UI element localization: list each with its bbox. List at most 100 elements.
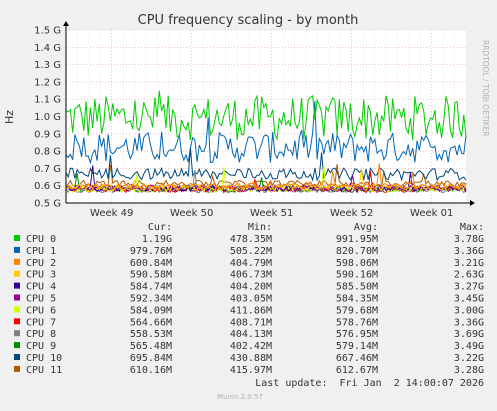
y-tick-label: 1.4 G	[34, 43, 61, 54]
legend-value: 403.05M	[230, 294, 272, 305]
legend-value: 1.19G	[142, 234, 172, 245]
legend-swatch	[14, 342, 20, 349]
legend-value: 3.21G	[454, 258, 484, 269]
legend-swatch	[14, 282, 20, 289]
legend-series-name: CPU 11	[26, 365, 62, 376]
legend-value: 411.86M	[230, 305, 272, 316]
legend-value: 592.34M	[130, 294, 172, 305]
x-tick-label: Week 50	[170, 208, 213, 219]
y-tick-label: 0.6 G	[34, 181, 61, 192]
legend-value: 3.00G	[454, 305, 484, 316]
legend-value: 576.95M	[336, 329, 378, 340]
legend-swatch	[14, 365, 20, 372]
legend-value: 3.28G	[454, 365, 484, 376]
y-tick-label: 1.0 G	[34, 112, 61, 123]
legend-swatch	[14, 306, 20, 313]
legend-value: 600.84M	[130, 258, 172, 269]
legend-value: 579.14M	[336, 341, 378, 352]
legend-value: 415.97M	[230, 365, 272, 376]
legend-series-name: CPU 10	[26, 353, 62, 364]
legend-value: 820.70M	[336, 246, 378, 257]
last-update: Last update: Fri Jan 2 14:00:07 2026	[255, 378, 484, 389]
legend-swatch	[14, 270, 20, 277]
legend-series-name: CPU 5	[26, 294, 56, 305]
legend-series-name: CPU 9	[26, 341, 56, 352]
legend-value: 584.35M	[336, 294, 378, 305]
y-tick-label: 1.5 G	[34, 26, 61, 37]
legend-value: 979.76M	[130, 246, 172, 257]
legend-value: 612.67M	[336, 365, 378, 376]
x-axis-arrow	[470, 200, 475, 206]
legend-value: 558.53M	[130, 329, 172, 340]
x-tick-label: Week 49	[90, 208, 133, 219]
plot-area: 0.5 G 0.6 G 0.7 G 0.8 G 0.9 G 1.0 G 1.1 G 1.2 G…	[34, 21, 475, 219]
legend-value: 590.58M	[130, 270, 172, 281]
legend-swatch	[14, 294, 20, 301]
y-tick-label: 0.8 G	[34, 147, 61, 158]
legend-value: 565.48M	[130, 341, 172, 352]
x-tick-label: Week 01	[410, 208, 453, 219]
legend-value: 667.46M	[336, 353, 378, 364]
legend-value: 598.06M	[336, 258, 378, 269]
legend-value: 579.68M	[336, 305, 378, 316]
legend-swatch	[14, 246, 20, 253]
series-line-cpu-1	[65, 101, 467, 165]
legend-value: 404.13M	[230, 329, 272, 340]
legend-value: 991.95M	[336, 234, 378, 245]
y-axis-arrow	[63, 21, 69, 26]
y-tick-label: 0.9 G	[34, 129, 61, 140]
legend-value: 3.45G	[454, 294, 484, 305]
y-tick-label: 1.1 G	[34, 95, 61, 106]
legend-value: 3.22G	[454, 353, 484, 364]
x-tick-label: Week 52	[330, 208, 373, 219]
legend-series-name: CPU 1	[26, 246, 56, 257]
legend-value: 478.35M	[230, 234, 272, 245]
legend-value: 3.49G	[454, 341, 484, 352]
legend-series-name: CPU 7	[26, 317, 56, 328]
munin-version: Munin 2.0.57	[217, 393, 263, 401]
legend-swatch	[14, 330, 20, 337]
legend-series-name: CPU 0	[26, 234, 56, 245]
legend-swatch	[14, 258, 20, 265]
legend-series-name: CPU 4	[26, 282, 56, 293]
y-tick-label: 1.3 G	[34, 60, 61, 71]
legend: Cur: Min: Avg: Max: CPU 0 1.19G 478.35M 991.95M…	[14, 222, 484, 376]
legend-value: 406.73M	[230, 270, 272, 281]
legend-value: 585.50M	[336, 282, 378, 293]
chart-title: CPU frequency scaling - by month	[138, 13, 359, 28]
legend-header: Cur:	[148, 222, 172, 233]
legend-swatch	[14, 354, 20, 360]
legend-header: Max:	[460, 222, 484, 233]
legend-value: 578.76M	[336, 317, 378, 328]
legend-value: 3.69G	[454, 329, 484, 340]
y-axis-label: Hz	[3, 110, 16, 124]
legend-value: 3.36G	[454, 246, 484, 257]
legend-value: 404.79M	[230, 258, 272, 269]
legend-value: 3.27G	[454, 282, 484, 293]
legend-value: 610.16M	[130, 365, 172, 376]
y-tick-label: 0.5 G	[34, 199, 61, 210]
legend-value: 564.66M	[130, 317, 172, 328]
legend-value: 584.74M	[130, 282, 172, 293]
legend-header: Avg:	[354, 222, 378, 233]
legend-series-name: CPU 8	[26, 329, 56, 340]
legend-value: 3.78G	[454, 234, 484, 245]
legend-value: 695.84M	[130, 353, 172, 364]
rrdtool-watermark: RRDTOOL / TOBI OETIKER	[481, 40, 490, 137]
legend-value: 3.36G	[454, 317, 484, 328]
y-tick-label: 1.2 G	[34, 77, 61, 88]
legend-series-name: CPU 6	[26, 305, 56, 316]
series-line-cpu-10	[65, 147, 467, 182]
legend-value: 404.20M	[230, 282, 272, 293]
series-line-cpu-0	[65, 90, 467, 141]
legend-swatch	[14, 318, 20, 325]
legend-value: 584.09M	[130, 305, 172, 316]
legend-value: 408.71M	[230, 317, 272, 328]
legend-value: 505.22M	[230, 246, 272, 257]
legend-series-name: CPU 3	[26, 270, 56, 281]
legend-value: 402.42M	[230, 341, 272, 352]
legend-header: Min:	[248, 222, 272, 233]
legend-series-name: CPU 2	[26, 258, 56, 269]
